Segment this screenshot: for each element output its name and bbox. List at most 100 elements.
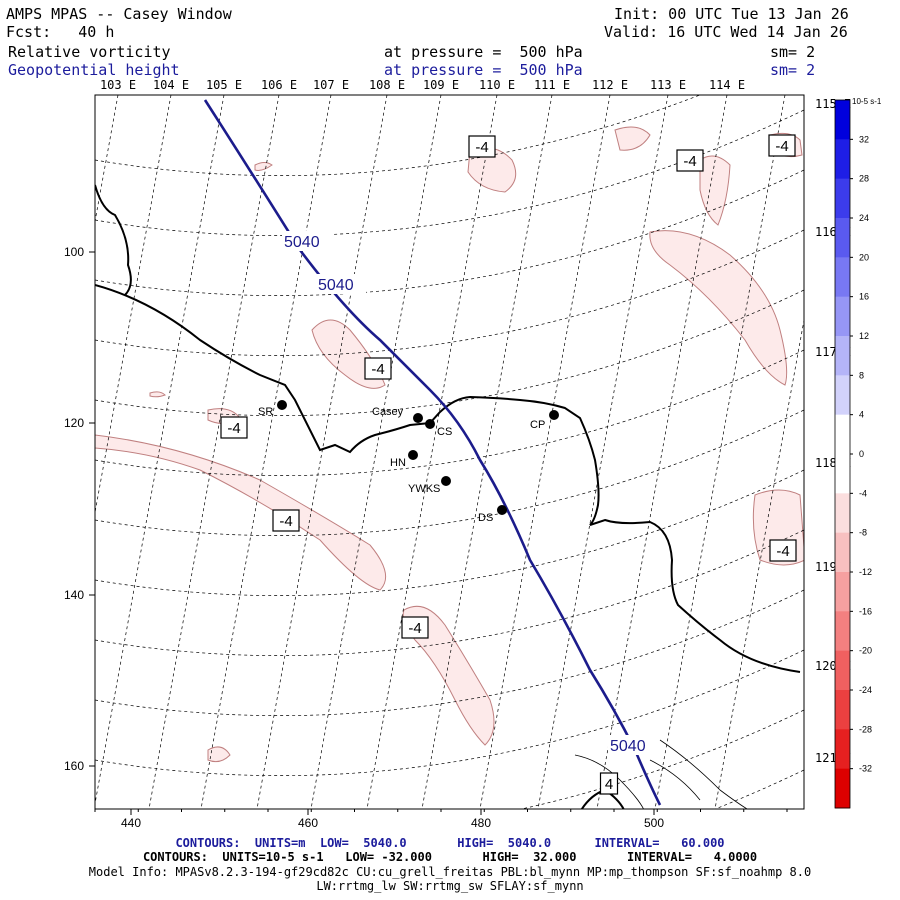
station-marker [497,505,507,515]
height-contour-label: 5040 [318,277,354,294]
station-marker [441,476,451,486]
colorbar-swatch [835,139,850,180]
colorbar-swatch [835,493,850,534]
vorticity-contour-label: -4 [768,134,796,157]
longitude-label-top: 111 E [534,78,570,92]
colorbar-label: 8 [859,370,864,380]
colorbar: 32 28 24 20 16 12 8 4 0 -4 -8 -12 -16 -20 -24 -28 -32 10-… [834,97,882,809]
station-label: HN [390,457,406,469]
height-contour-labels: 5040 5040 5040 [282,231,658,755]
station-label: DS [478,512,493,524]
longitude-label-top: 104 E [153,78,189,92]
height-contour-info: CONTOURS: UNITS=m LOW= 5040.0 HIGH= 5040… [175,836,725,850]
colorbar-swatch [835,178,850,219]
field2-smoothing: sm= 2 [770,61,816,79]
station-marker [413,413,423,423]
y-tick-label: 140 [64,588,84,602]
positive-vorticity-lines [574,739,748,809]
colorbar-label: 12 [859,331,869,341]
colorbar-swatch [835,296,850,337]
field1-name: Relative vorticity [8,43,171,61]
height-contour-label: 5040 [284,234,320,251]
station-label: SR [258,406,273,418]
colorbar-swatch [835,729,850,770]
svg-text:-4: -4 [408,620,421,637]
x-axis: 440 460 480 500 [94,809,788,830]
longitude-label-top: 103 E [100,78,136,92]
station-label: CS [437,426,452,438]
longitude-label-top: 114 E [709,78,745,92]
colorbar-label: -8 [859,528,867,538]
colorbar-swatch [835,768,850,809]
field2-name: Geopotential height [8,61,180,79]
station-hn: HN [390,450,418,469]
colorbar-swatch [835,257,850,298]
field1-level: at pressure = 500 hPa [384,43,583,61]
svg-text:-4: -4 [775,138,788,155]
station-sr: SR [258,400,287,418]
vorticity-contour-label: -4 [272,509,300,532]
valid-time: Valid: 16 UTC Wed 14 Jan 26 [604,23,848,41]
colorbar-label: 32 [859,134,869,144]
colorbar-swatch [835,690,850,730]
y-tick-label: 160 [64,759,84,773]
vorticity-contour-info: CONTOURS: UNITS=10-5 s-1 LOW= -32.000 HI… [142,850,758,864]
colorbar-swatch [835,414,850,455]
colorbar-label: -4 [859,488,867,498]
colorbar-swatch [835,611,850,652]
colorbar-label: -16 [859,606,872,616]
y-axis: 100 120 140 160 [64,245,95,773]
colorbar-label: -28 [859,724,872,734]
station-label: Casey [372,406,404,418]
svg-text:-4: -4 [776,543,789,560]
vorticity-contour-labels: -4 -4 -4 -4 -4 -4 -4 -4 4 [220,134,797,795]
colorbar-label: 20 [859,252,869,262]
colorbar-label: -32 [859,764,872,774]
colorbar-unit: 10-5 s-1 [852,97,882,106]
colorbar-label: 28 [859,174,869,184]
station-marker [277,400,287,410]
colorbar-label: 0 [859,449,864,459]
station-casey: Casey [372,406,423,423]
colorbar-swatch [835,454,850,494]
longitude-label-top: 109 E [423,78,459,92]
station-marker [408,450,418,460]
longitude-label-top: 108 E [369,78,405,92]
x-tick-label: 500 [644,816,664,830]
colorbar-label: 4 [859,410,864,420]
vorticity-shading [95,126,804,763]
field2-level: at pressure = 500 hPa [384,61,583,79]
longitude-label-top: 106 E [261,78,297,92]
station-label: YWKS [408,483,440,495]
forecast-hour: Fcst: 40 h [6,23,115,41]
model-physics: LW:rrtmg_lw SW:rrtmg_sw SFLAY:sf_mynn [316,879,584,893]
init-time: Init: 00 UTC Tue 13 Jan 26 [614,5,849,23]
y-tick-label: 120 [64,416,84,430]
station-label: CP [530,419,545,431]
colorbar-swatch [835,100,850,140]
vorticity-contour-label: -4 [676,149,704,172]
colorbar-label: -24 [859,685,872,695]
colorbar-swatch [835,218,850,258]
colorbar-swatch [835,572,850,612]
vorticity-contour-label: -4 [769,539,797,562]
colorbar-label: -20 [859,646,872,656]
colorbar-swatch [835,650,850,691]
model-info: Model Info: MPASv8.2.3-194-gf29cd82c CU:… [88,865,812,879]
field1-smoothing: sm= 2 [770,43,816,61]
svg-text:4: 4 [605,776,613,793]
station-cs: CS [425,419,452,438]
vorticity-contour-label: -4 [364,357,392,380]
svg-text:-4: -4 [371,361,384,378]
svg-text:-4: -4 [683,153,696,170]
colorbar-label: 16 [859,292,869,302]
longitude-label-top: 113 E [650,78,686,92]
longitude-label-top: 105 E [206,78,242,92]
vorticity-contour-label: -4 [468,135,496,158]
map-title: AMPS MPAS -- Casey Window [6,5,232,23]
vorticity-contour-label: -4 [220,416,248,439]
x-tick-label: 460 [298,816,318,830]
x-tick-label: 480 [471,816,491,830]
map-frame [94,94,805,810]
